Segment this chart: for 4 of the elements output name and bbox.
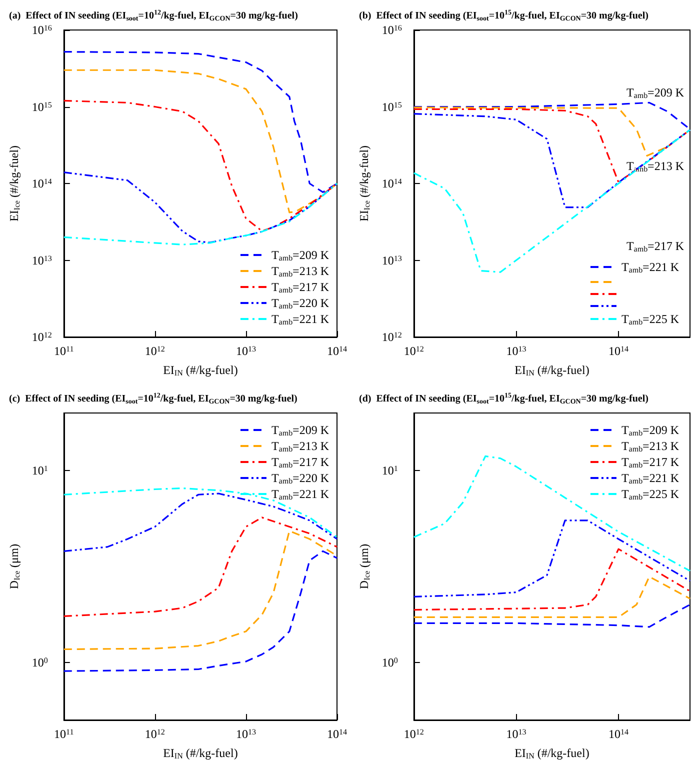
y-axis-title: DIce (μm)	[7, 544, 22, 590]
y-axis-title: EIIce (#/kg-fuel)	[7, 145, 22, 222]
y-axis-title: EIIce (#/kg-fuel)	[357, 145, 372, 222]
y-axis-title: DIce (μm)	[357, 544, 372, 590]
